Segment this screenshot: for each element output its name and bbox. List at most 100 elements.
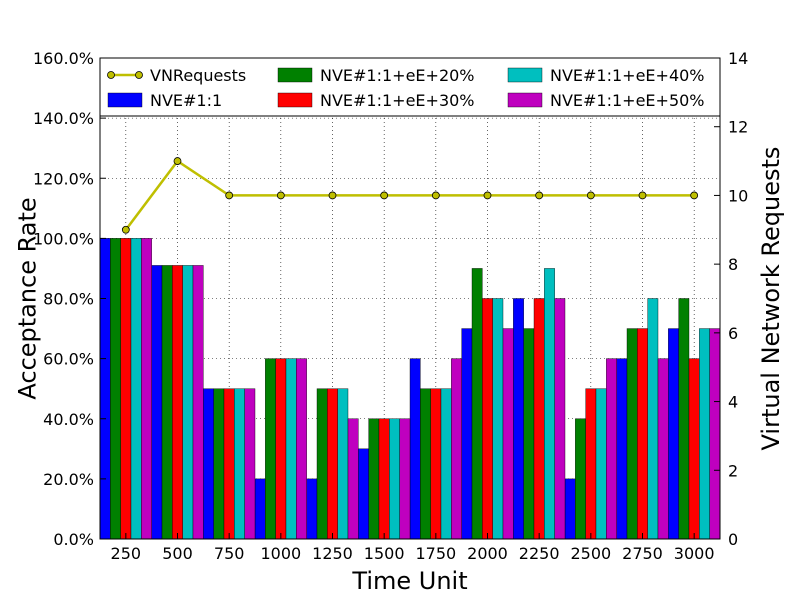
legend-swatch [507, 92, 543, 108]
bar [151, 265, 163, 540]
vnrequests-point [638, 191, 647, 200]
bar [161, 265, 173, 540]
vnrequests-point [586, 191, 595, 200]
y-right-tick-label: 0 [728, 530, 738, 549]
legend-line-marker [107, 71, 115, 79]
x-tick-label: 1750 [415, 544, 456, 563]
y-right-tick-label: 12 [728, 118, 748, 137]
y-left-tick-label: 60.0% [43, 350, 94, 369]
bar [678, 298, 690, 540]
bar-series-group [99, 238, 721, 540]
x-tick-label: 3000 [674, 544, 715, 563]
bar [120, 238, 132, 540]
y-right-tick-label: 6 [728, 324, 738, 343]
bar [347, 418, 359, 540]
y-right-tick-label: 14 [728, 49, 748, 68]
bar [575, 418, 586, 540]
bar [203, 388, 214, 540]
vnrequests-point [483, 191, 492, 200]
tick-labels: 0.0% 20.0% 40.0% 60.0% 80.0% 100.0% 120.0% 140.… [33, 49, 748, 563]
x-tick-label: 2500 [570, 544, 611, 563]
vnrequests-point [535, 191, 544, 200]
legend-label: NVE#1:1+eE+20% [320, 66, 475, 85]
bar [709, 328, 721, 540]
bar [471, 268, 483, 540]
bar [637, 328, 648, 540]
bar [244, 388, 256, 540]
bar [616, 358, 628, 540]
y-right-tick-label: 4 [728, 393, 738, 412]
vnrequests-point [225, 191, 234, 200]
bar [513, 298, 524, 540]
bar [182, 265, 194, 540]
legend-line-marker [135, 71, 143, 79]
vnrequests-point [431, 191, 440, 200]
legend-label: NVE#1:1+eE+50% [550, 91, 705, 110]
bar [657, 358, 669, 540]
bar [368, 418, 380, 540]
y-left-tick-label: 0.0% [53, 530, 94, 549]
bar [430, 388, 442, 540]
bar [213, 388, 225, 540]
x-tick-label: 2750 [622, 544, 663, 563]
bar [523, 328, 535, 540]
y-axis-left-title: Acceptance Rate [14, 197, 42, 399]
bar [699, 328, 710, 540]
bar [389, 418, 400, 540]
bar [192, 265, 204, 540]
bar [141, 238, 152, 540]
y-right-tick-label: 8 [728, 255, 738, 274]
x-tick-label: 500 [162, 544, 193, 563]
line-series-group [121, 157, 699, 234]
bar [337, 388, 349, 540]
y-left-tick-label: 120.0% [33, 169, 94, 188]
bar [533, 298, 545, 540]
bar [440, 388, 452, 540]
bar [130, 238, 142, 540]
bar [316, 388, 328, 540]
y-left-tick-label: 140.0% [33, 109, 94, 128]
legend-box [99, 57, 721, 117]
bar [306, 478, 318, 540]
bar [461, 328, 473, 540]
bar [223, 388, 235, 540]
bar [564, 478, 576, 540]
y-left-tick-label: 100.0% [33, 229, 94, 248]
x-tick-label: 1000 [260, 544, 301, 563]
bar [606, 358, 617, 540]
bar [358, 448, 369, 540]
vnrequests-point [690, 191, 699, 200]
legend-label: NVE#1:1+eE+30% [320, 91, 475, 110]
bar [234, 388, 245, 540]
y-left-tick-label: 160.0% [33, 49, 94, 68]
x-axis-title: Time Unit [351, 567, 467, 595]
bar [378, 418, 390, 540]
bar [285, 358, 297, 540]
bar [420, 388, 431, 540]
legend-label: NVE#1:1+eE+40% [550, 66, 705, 85]
vnrequests-line [124, 159, 695, 231]
vnrequests-point [328, 191, 337, 200]
y-left-tick-label: 80.0% [43, 290, 94, 309]
bar [626, 328, 638, 540]
legend-swatch [107, 92, 143, 108]
legend-label: NVE#1:1 [150, 91, 222, 110]
legend-swatch [507, 67, 543, 83]
y-left-tick-label: 20.0% [43, 470, 94, 489]
bar [668, 328, 679, 540]
x-tick-label: 2000 [467, 544, 508, 563]
bar [544, 268, 555, 540]
x-tick-label: 1250 [312, 544, 353, 563]
bar [688, 358, 700, 540]
bar [482, 298, 493, 540]
bar [595, 388, 607, 540]
bar [554, 298, 566, 540]
y-right-tick-label: 10 [728, 186, 748, 205]
vnrequests-point [173, 157, 182, 165]
bar [492, 298, 504, 540]
legend-label: VNRequests [150, 66, 246, 85]
bar [296, 358, 307, 540]
x-tick-label: 250 [111, 544, 142, 563]
bar [99, 238, 111, 540]
